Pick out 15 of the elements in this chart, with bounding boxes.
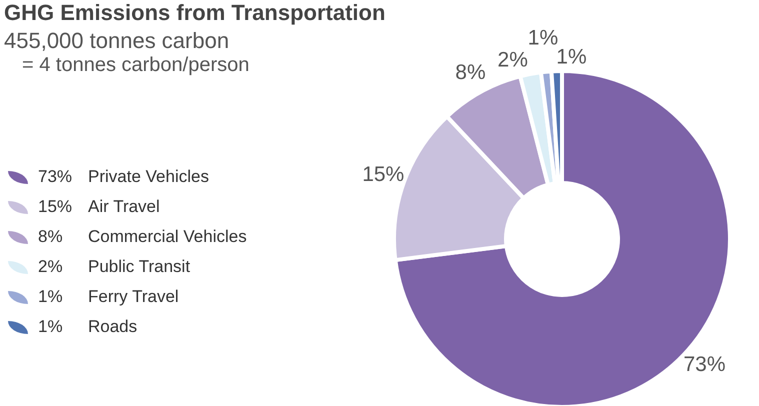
data-label: 1% — [528, 26, 558, 50]
data-label: 15% — [362, 163, 404, 186]
data-label: 73% — [684, 353, 726, 376]
text: = 4 tonnes carbon/person — [22, 54, 250, 77]
legend-label: 8% Commercial Vehicles — [38, 227, 247, 247]
legend-label: 2% Public Transit — [38, 257, 190, 277]
legend-label: 1% Ferry Travel — [38, 287, 179, 307]
data-label: 1% — [556, 46, 587, 69]
legend-label: 1% Roads — [38, 317, 138, 337]
chart-title: GHG Emissions from Transportation — [4, 0, 386, 26]
data-label: 2% — [498, 48, 528, 72]
legend-label: 73% Private Vehicles — [38, 167, 209, 187]
legend-label: 15% Air Travel — [38, 197, 160, 217]
data-label: 8% — [455, 61, 486, 84]
chart-subtitle: 455,000 tonnes carbon — [4, 28, 230, 54]
